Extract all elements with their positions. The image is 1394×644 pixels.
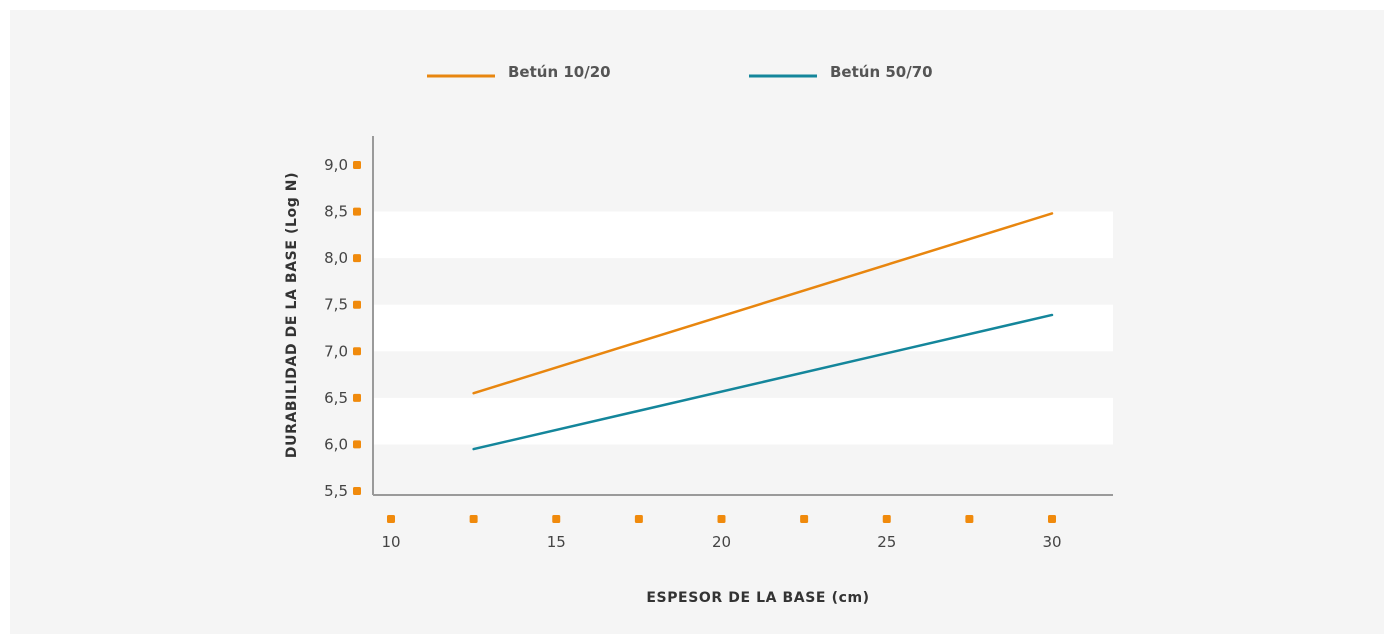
y-tick-marker — [353, 207, 361, 216]
x-tick-marker — [965, 515, 974, 523]
y-tick-marker — [353, 254, 361, 263]
series-lines — [472, 212, 1054, 451]
chart-panel: Betún 10/20 Betún 50/70 5,5 6,0 6,5 7,0 7,5 8,… — [10, 10, 1384, 634]
axes — [372, 136, 1113, 496]
y-tick-marker — [353, 487, 361, 495]
y-tick-label: 7,0 — [324, 342, 348, 360]
x-tick-label: 30 — [1042, 533, 1061, 551]
y-tick-label: 6,0 — [324, 435, 348, 453]
x-tick-marker — [800, 515, 809, 523]
y-axis-ticks: 5,5 6,0 6,5 7,0 7,5 8,0 8,5 9,0 — [324, 156, 361, 500]
y-tick-marker — [353, 347, 361, 356]
x-tick-marker — [634, 515, 643, 523]
x-tick-label: 20 — [712, 533, 731, 551]
x-tick-marker — [387, 515, 395, 523]
x-tick-marker — [882, 515, 891, 523]
y-tick-label: 5,5 — [324, 482, 348, 500]
x-tick-label: 10 — [381, 533, 400, 551]
y-tick-label: 8,0 — [324, 249, 348, 267]
legend-label: Betún 50/70 — [830, 63, 933, 81]
y-tick-label: 7,5 — [324, 296, 348, 314]
x-axis-ticks: 10 15 20 25 30 — [381, 515, 1062, 551]
y-tick-marker — [353, 440, 361, 449]
line-chart: Betún 10/20 Betún 50/70 5,5 6,0 6,5 7,0 7,5 8,… — [284, 63, 1113, 606]
y-tick-marker — [353, 161, 361, 169]
band-group — [374, 211, 1113, 445]
x-tick-label: 15 — [547, 533, 566, 551]
x-tick-marker — [469, 515, 478, 523]
x-tick-label: 25 — [877, 533, 896, 551]
gridband — [374, 304, 1113, 352]
series-line — [472, 212, 1054, 395]
y-tick-label: 6,5 — [324, 389, 348, 407]
gridband — [374, 211, 1113, 259]
legend-label: Betún 10/20 — [508, 63, 611, 81]
y-tick-marker — [353, 393, 361, 402]
y-axis-title: DURABILIDAD DE LA BASE (Log N) — [284, 172, 300, 458]
y-tick-label: 8,5 — [324, 203, 348, 221]
legend: Betún 10/20 Betún 50/70 — [427, 63, 933, 81]
x-tick-marker — [1048, 515, 1056, 523]
series-line — [472, 313, 1054, 451]
y-tick-marker — [353, 300, 361, 309]
x-axis-title: ESPESOR DE LA BASE (cm) — [646, 590, 869, 606]
gridband — [374, 397, 1113, 445]
y-tick-label: 9,0 — [324, 156, 348, 174]
x-tick-marker — [552, 515, 561, 523]
x-tick-marker — [717, 515, 726, 523]
